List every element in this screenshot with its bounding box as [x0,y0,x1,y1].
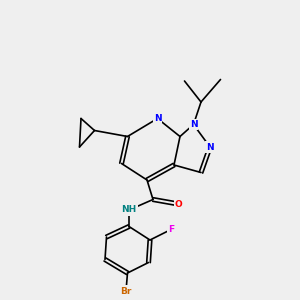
Text: N: N [190,120,197,129]
Text: O: O [175,200,182,208]
Text: N: N [154,114,161,123]
Text: Br: Br [120,286,132,296]
Text: F: F [168,225,174,234]
Text: N: N [206,142,214,152]
Text: NH: NH [122,206,136,214]
